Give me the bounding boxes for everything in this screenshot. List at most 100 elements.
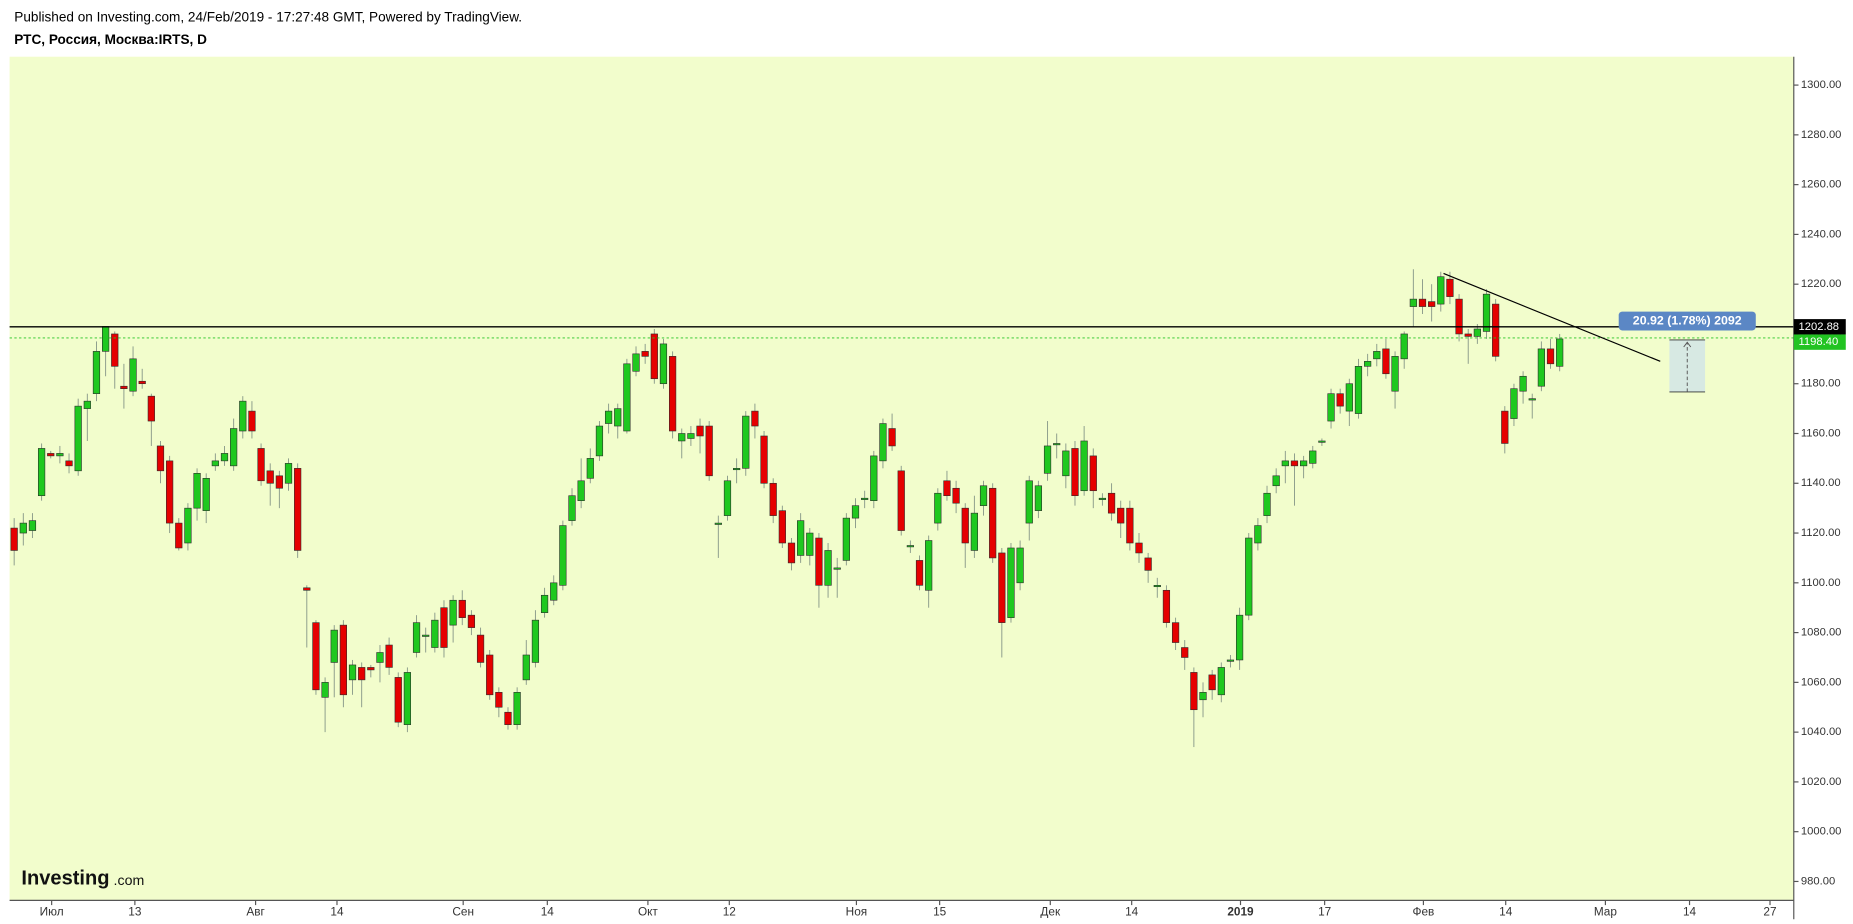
candle-body (961, 507, 969, 544)
x-tick-label: Авг (246, 904, 264, 918)
y-tick-label: 1300.00 (1801, 79, 1842, 91)
candle-body (1062, 450, 1070, 477)
candle-body (1181, 647, 1189, 658)
y-tick-label: 1080.00 (1801, 627, 1842, 639)
candle-body (321, 682, 329, 698)
x-tick-label: 14 (1125, 904, 1139, 918)
candle-body (641, 351, 649, 357)
candle-body (568, 495, 576, 521)
candle-body (1217, 667, 1225, 696)
candle-body (1492, 303, 1500, 357)
candle-body (1144, 557, 1152, 571)
candle-body (495, 692, 503, 708)
y-tick-label: 1060.00 (1801, 676, 1842, 688)
candle-body (586, 458, 594, 479)
candle-body (19, 522, 27, 534)
candle-body (870, 455, 878, 501)
candle-body (778, 510, 786, 544)
candle-body (102, 326, 110, 352)
published-note: Published on Investing.com, 24/Feb/2019 … (14, 9, 522, 24)
candle-body (714, 522, 722, 525)
y-tick-label: 1260.00 (1801, 179, 1842, 191)
candle-body (659, 343, 668, 385)
candle-body (1135, 542, 1143, 554)
candle-body (275, 475, 283, 489)
logo-brand: Investing (21, 867, 109, 889)
x-tick-label: Ноя (846, 904, 867, 918)
candle-body (1171, 622, 1180, 643)
candle-body (1473, 328, 1481, 337)
candle-body (1382, 348, 1390, 375)
y-tick-label: 1020.00 (1801, 776, 1842, 788)
candle-body (998, 552, 1006, 623)
candle-body (1162, 589, 1171, 623)
candle-body (824, 550, 832, 586)
candle-body (970, 512, 978, 551)
candle-body (385, 644, 393, 668)
y-tick-label: 1040.00 (1801, 726, 1842, 738)
candle-body (239, 400, 247, 432)
candle-body (1245, 537, 1253, 616)
candle-body (1190, 672, 1198, 711)
candle-body (1391, 356, 1399, 392)
candle-body (934, 492, 942, 524)
candle-body (248, 410, 256, 432)
candle-body (28, 520, 37, 531)
price-label-box (1793, 334, 1846, 350)
candle-body (440, 607, 448, 648)
candle-body (522, 654, 530, 681)
candle-body (284, 463, 293, 484)
candle-body (166, 460, 174, 524)
candle-body (412, 622, 421, 653)
candle-body (696, 425, 704, 437)
candle-body (1455, 298, 1463, 335)
candle-body (467, 614, 476, 628)
x-tick-label: Дек (1040, 904, 1061, 918)
candle-body (394, 677, 402, 723)
candle-body (1364, 361, 1372, 367)
candle-body (531, 619, 540, 663)
candle-body (861, 497, 869, 500)
candle-body (403, 672, 412, 725)
x-tick-label: 14 (1683, 904, 1697, 918)
candle-body (1263, 492, 1271, 516)
plot-layer: 20.92 (1.78%) 2092 (9, 269, 1794, 748)
y-tick-label: 1120.00 (1801, 527, 1841, 539)
candle-body (687, 433, 695, 439)
candle-body (74, 405, 82, 472)
measure-label: 20.92 (1.78%) 2092 (1633, 313, 1742, 327)
candle-body (486, 654, 494, 696)
candle-body (1409, 298, 1417, 307)
y-tick-label: 1180.00 (1801, 378, 1841, 390)
candle-body (1281, 460, 1289, 467)
candle-body (1016, 547, 1024, 584)
candle-body (10, 527, 18, 551)
candle-body (1007, 547, 1015, 618)
candle-body (1437, 276, 1445, 305)
candle-body (339, 624, 347, 696)
candle-body (952, 487, 960, 504)
candle-body (769, 482, 777, 516)
candle-body (1373, 351, 1381, 360)
candle-body (1089, 455, 1097, 492)
price-label: 1198.40 (1799, 336, 1839, 348)
candle-body (760, 435, 768, 484)
candle-body (1318, 440, 1326, 443)
candle-body (1254, 525, 1262, 544)
candle-body (476, 634, 485, 663)
x-tick-label: 14 (1499, 904, 1513, 918)
candle-body (1199, 692, 1207, 701)
candle-body (504, 711, 512, 725)
candle-body (577, 480, 585, 501)
candle-body (266, 470, 274, 484)
candle-body (1025, 480, 1033, 524)
y-tick-label: 1000.00 (1801, 826, 1842, 838)
candle-body (175, 522, 183, 549)
candle-body (797, 520, 805, 556)
candle-body (668, 356, 677, 432)
logo: Investing .com (21, 867, 144, 889)
logo-suffix: .com (114, 873, 145, 889)
price-label-box (1793, 319, 1846, 335)
y-tick-label: 1160.00 (1801, 427, 1841, 439)
